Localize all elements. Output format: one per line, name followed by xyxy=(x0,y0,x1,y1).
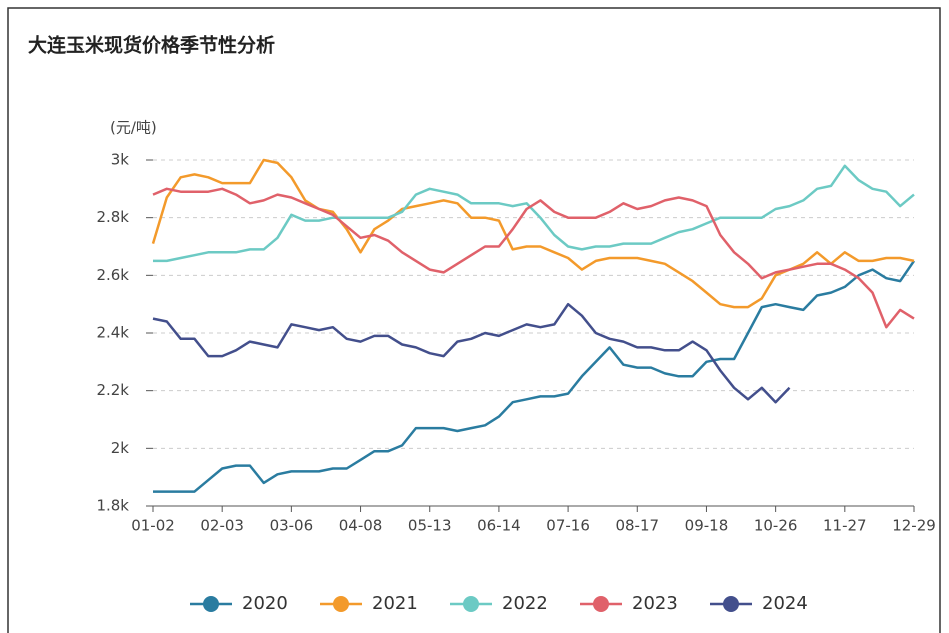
y-tick-label: 3k xyxy=(111,151,130,169)
series-line xyxy=(153,164,915,263)
x-tick-label: 12-29 xyxy=(892,517,936,535)
frame xyxy=(7,7,941,633)
x-tick-label: 09-18 xyxy=(685,517,729,535)
chart-title: 大连玉米现货价格季节性分析 xyxy=(28,34,275,57)
legend-marker xyxy=(593,596,609,612)
y-tick-label: 2.2k xyxy=(96,381,129,399)
x-tick-label: 04-08 xyxy=(339,517,383,535)
y-tick-label: 2.6k xyxy=(96,266,129,284)
x-tick-label: 10-26 xyxy=(754,517,798,535)
legend-label: 2022 xyxy=(502,593,548,614)
x-tick-label: 07-16 xyxy=(546,517,590,535)
legend-label: 2021 xyxy=(372,593,418,614)
x-tick-label: 08-17 xyxy=(615,517,659,535)
legend-label: 2023 xyxy=(632,593,678,614)
x-tick-label: 11-27 xyxy=(823,517,867,535)
x-tick-label: 01-02 xyxy=(131,517,175,535)
y-tick-label: 2.4k xyxy=(96,324,129,342)
legend-marker xyxy=(333,596,349,612)
y-tick-label: 2k xyxy=(111,439,130,457)
x-tick-label: 05-13 xyxy=(408,517,452,535)
legend-marker xyxy=(463,596,479,612)
legend-label: 2024 xyxy=(762,593,808,614)
x-tick-label: 06-14 xyxy=(477,517,521,535)
x-tick-label: 03-06 xyxy=(270,517,314,535)
legend-label: 2020 xyxy=(242,593,288,614)
series-line xyxy=(152,187,915,329)
y-axis-label: (元/吨) xyxy=(110,119,157,137)
legend-marker xyxy=(203,596,219,612)
y-tick-label: 1.8k xyxy=(96,497,129,515)
legend-marker xyxy=(723,596,739,612)
series-line xyxy=(152,302,791,404)
series-line xyxy=(153,260,916,493)
y-tick-label: 2.8k xyxy=(96,208,129,226)
x-tick-label: 02-03 xyxy=(200,517,244,535)
